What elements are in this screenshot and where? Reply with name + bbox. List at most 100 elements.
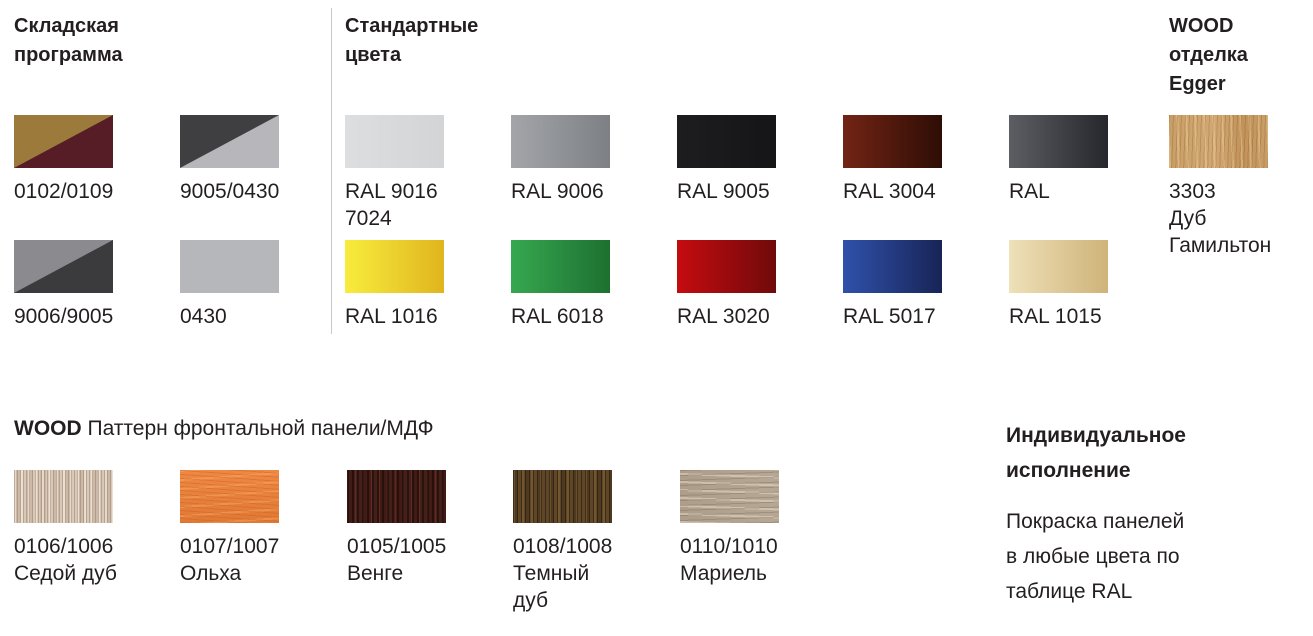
wood-egger-title-line2: отделка xyxy=(1169,44,1248,66)
standard-swatch-cell: RAL 6018 xyxy=(511,240,661,330)
wood-egger-section-title: WOOD отделка Egger xyxy=(1169,12,1248,99)
swatch-0430 xyxy=(180,240,279,293)
swatch-name-line1: Седой дуб xyxy=(14,562,117,585)
custom-body-line1: Покраска панелей xyxy=(1006,510,1185,533)
warehouse-title-line2: программа xyxy=(14,44,123,66)
swatch-code: RAL 9006 xyxy=(511,180,604,203)
swatch-name-line2: дуб xyxy=(513,589,549,612)
swatch-code: 9005/0430 xyxy=(180,180,280,203)
swatch-code: RAL xyxy=(1009,180,1050,203)
wood-egger-title-line3: Egger xyxy=(1169,73,1226,95)
swatch-label: RAL 5017 xyxy=(843,303,993,330)
swatch-mariel xyxy=(680,470,779,523)
swatch-dark-oak xyxy=(513,470,612,523)
swatch-top-triangle xyxy=(14,240,113,293)
swatch-name-line1: Дуб xyxy=(1169,207,1207,230)
standard-swatch-cell: RAL 9016 7024 xyxy=(345,115,495,232)
swatch-label: 0105/1005 Венге xyxy=(347,533,497,587)
swatch-ral-9005 xyxy=(677,115,776,168)
standard-swatch-cell: RAL 3020 xyxy=(677,240,827,330)
wood-pattern-swatch-cell: 0110/1010 Мариель xyxy=(680,470,830,587)
swatch-code: RAL 5017 xyxy=(843,305,936,328)
swatch-name-line1: Темный xyxy=(513,562,590,585)
swatch-ral-9016 xyxy=(345,115,444,168)
swatch-label: 0108/1008 Темный дуб xyxy=(513,533,663,614)
wood-pattern-title-bold: WOOD xyxy=(14,417,82,440)
wood-pattern-swatch-cell: 0107/1007 Ольха xyxy=(180,470,330,587)
standard-swatch-cell: RAL 3004 xyxy=(843,115,993,205)
swatch-name-line1: Венге xyxy=(347,562,404,585)
swatch-label: 9006/9005 xyxy=(14,303,164,330)
swatch-label: 0430 xyxy=(180,303,330,330)
swatch-oak-hamilton xyxy=(1169,115,1268,168)
standard-swatch-cell: RAL 1016 xyxy=(345,240,495,330)
swatch-label: 0106/1006 Седой дуб xyxy=(14,533,164,587)
swatch-code: 0105/1005 xyxy=(347,535,447,558)
swatch-code: RAL 3004 xyxy=(843,180,936,203)
swatch-0102-0109 xyxy=(14,115,113,168)
wood-egger-swatch-cell: 3303 Дуб Гамильтон xyxy=(1169,115,1313,259)
wood-pattern-section-title: WOOD Паттерн фронтальной панели/МДФ xyxy=(14,415,434,443)
swatch-code: 3303 xyxy=(1169,180,1216,203)
wood-egger-title-line1: WOOD xyxy=(1169,15,1234,37)
swatch-ral-6018 xyxy=(511,240,610,293)
swatch-label: RAL 9016 7024 xyxy=(345,178,495,232)
swatch-gray-oak xyxy=(14,470,113,523)
custom-body-line3: таблице RAL xyxy=(1006,580,1133,603)
swatch-code: 0102/0109 xyxy=(14,180,114,203)
swatch-alder xyxy=(180,470,279,523)
swatch-top-triangle xyxy=(14,115,113,168)
warehouse-title-line1: Складская xyxy=(14,15,119,37)
wood-pattern-swatch-cell: 0108/1008 Темный дуб xyxy=(513,470,663,614)
swatch-label: 0107/1007 Ольха xyxy=(180,533,330,587)
swatch-9006-9005 xyxy=(14,240,113,293)
swatch-code-line2: 7024 xyxy=(345,207,392,230)
swatch-label: RAL 3004 xyxy=(843,178,993,205)
standard-swatch-cell: RAL 5017 xyxy=(843,240,993,330)
swatch-label: 0102/0109 xyxy=(14,178,164,205)
swatch-ral-5017 xyxy=(843,240,942,293)
swatch-label: RAL 6018 xyxy=(511,303,661,330)
swatch-ral-3020 xyxy=(677,240,776,293)
swatch-name-line2: Гамильтон xyxy=(1169,234,1272,257)
swatch-name-line1: Ольха xyxy=(180,562,242,585)
swatch-label: RAL 3020 xyxy=(677,303,827,330)
swatch-ral-anthracite xyxy=(1009,115,1108,168)
wood-pattern-title-rest: Паттерн фронтальной панели/МДФ xyxy=(87,417,434,440)
swatch-label: RAL 1015 xyxy=(1009,303,1159,330)
swatch-name-line1: Мариель xyxy=(680,562,767,585)
custom-title-line2: исполнение xyxy=(1006,459,1131,482)
swatch-label: RAL 1016 xyxy=(345,303,495,330)
swatch-label: 3303 Дуб Гамильтон xyxy=(1169,178,1313,259)
swatch-label: 0110/1010 Мариель xyxy=(680,533,830,587)
warehouse-swatch-cell: 9006/9005 xyxy=(14,240,164,330)
section-divider xyxy=(331,8,332,334)
warehouse-swatch-cell: 9005/0430 xyxy=(180,115,330,205)
swatch-code: RAL 6018 xyxy=(511,305,604,328)
swatch-label: RAL 9006 xyxy=(511,178,661,205)
warehouse-section-title: Складская программа xyxy=(14,12,123,70)
swatch-code: RAL 1015 xyxy=(1009,305,1102,328)
swatch-code: 0107/1007 xyxy=(180,535,280,558)
swatch-label: RAL xyxy=(1009,178,1159,205)
standard-section-title: Стандартные цвета xyxy=(345,12,478,70)
standard-swatch-cell: RAL 9006 xyxy=(511,115,661,205)
standard-title-line2: цвета xyxy=(345,44,402,66)
swatch-code: RAL 9016 xyxy=(345,180,438,203)
custom-section-title: Индивидуальное исполнение xyxy=(1006,418,1186,488)
swatch-ral-1015 xyxy=(1009,240,1108,293)
swatch-code: 0106/1006 xyxy=(14,535,114,558)
swatch-code: RAL 9005 xyxy=(677,180,770,203)
swatch-ral-9006 xyxy=(511,115,610,168)
swatch-ral-3004 xyxy=(843,115,942,168)
warehouse-swatch-cell: 0430 xyxy=(180,240,330,330)
custom-section-body: Покраска панелей в любые цвета по таблиц… xyxy=(1006,504,1184,609)
swatch-code: 0430 xyxy=(180,305,227,328)
swatch-top-triangle xyxy=(180,115,279,168)
swatch-code: 0108/1008 xyxy=(513,535,613,558)
standard-title-line1: Стандартные xyxy=(345,15,479,37)
standard-swatch-cell: RAL 9005 xyxy=(677,115,827,205)
custom-title-line1: Индивидуальное xyxy=(1006,424,1186,447)
wood-pattern-swatch-cell: 0106/1006 Седой дуб xyxy=(14,470,164,587)
swatch-code: RAL 3020 xyxy=(677,305,770,328)
